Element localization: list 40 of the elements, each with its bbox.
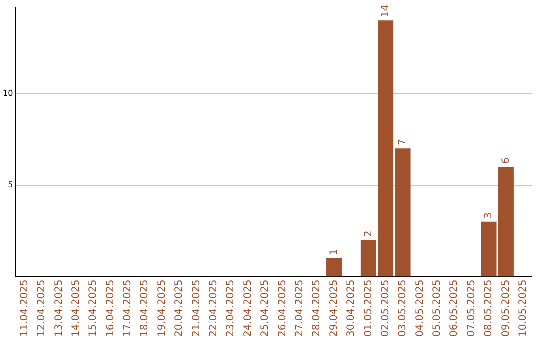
x-tick-label: 06.05.2025 <box>449 280 460 338</box>
x-tick-label: 15.04.2025 <box>88 280 100 338</box>
x-tick-label: 11.04.2025 <box>19 280 30 338</box>
data-label: 14 <box>380 4 392 18</box>
x-tick-label: 25.04.2025 <box>260 280 272 338</box>
x-tick-label: 27.04.2025 <box>294 280 306 338</box>
data-label: 2 <box>363 230 374 238</box>
x-tick-label: 26.04.2025 <box>277 280 288 338</box>
x-tick-label: 24.04.2025 <box>242 280 254 338</box>
x-tick-label: 19.04.2025 <box>156 280 168 338</box>
x-tick-label: 05.05.2025 <box>432 280 444 338</box>
x-tick-label: 28.04.2025 <box>312 280 323 338</box>
bar <box>395 148 411 277</box>
data-label: 7 <box>398 139 409 146</box>
x-tick-label: 20.04.2025 <box>174 280 186 338</box>
x-tick-label: 08.05.2025 <box>484 280 495 338</box>
y-tick-label: 10 <box>2 88 14 98</box>
data-label: 3 <box>484 212 495 219</box>
x-tick-label: 30.04.2025 <box>346 280 358 338</box>
x-tick-label: 09.05.2025 <box>500 280 512 338</box>
x-tick-label: 18.04.2025 <box>140 280 151 338</box>
x-tick-label: 14.04.2025 <box>70 280 82 338</box>
x-tick-label: 29.04.2025 <box>328 280 340 338</box>
x-tick-label: 04.05.2025 <box>414 280 426 338</box>
x-tick-label: 16.04.2025 <box>105 280 116 338</box>
x-tick-label: 12.04.2025 <box>36 280 48 338</box>
x-tick-label: 01.05.2025 <box>363 280 374 338</box>
data-label: 6 <box>500 158 512 164</box>
x-tick-label: 23.04.2025 <box>226 280 237 338</box>
x-tick-label: 10.05.2025 <box>518 280 529 338</box>
y-tick-label: 5 <box>8 180 14 190</box>
x-tick-label: 03.05.2025 <box>398 280 409 338</box>
bar <box>326 258 342 277</box>
x-tick-label: 02.05.2025 <box>380 280 392 338</box>
x-tick-label: 13.04.2025 <box>54 280 65 338</box>
x-tick-label: 07.05.2025 <box>466 280 478 338</box>
data-label: 1 <box>328 249 340 256</box>
x-tick-label: 21.04.2025 <box>191 280 202 338</box>
x-tick-label: 17.04.2025 <box>122 280 134 338</box>
x-tick-label: 22.04.2025 <box>208 280 220 338</box>
